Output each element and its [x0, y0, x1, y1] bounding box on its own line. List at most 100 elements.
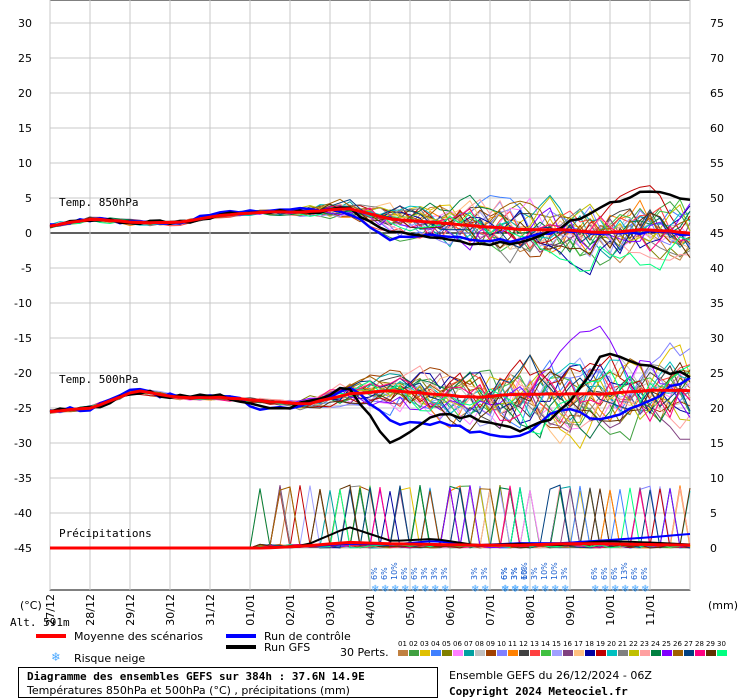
- left-axis-unit: (°C): [20, 599, 42, 612]
- pert-number-label: 30: [717, 640, 726, 648]
- pert-color-swatch: [717, 650, 727, 656]
- left-tick-label: 25: [18, 52, 32, 65]
- pert-number-label: 15: [552, 640, 561, 648]
- pert-number-label: 18: [585, 640, 594, 648]
- snow-percent: 6%: [500, 567, 509, 580]
- snowflake-icon: ❄: [521, 584, 529, 595]
- mean-legend-swatch: [36, 634, 66, 638]
- pert-number-label: 09: [486, 640, 495, 648]
- pert-number-label: 05: [442, 640, 451, 648]
- pert-number-label: 10: [497, 640, 506, 648]
- snow-percent: 3%: [510, 567, 519, 580]
- pert-number-label: 28: [695, 640, 704, 648]
- pert-number-label: 11: [508, 640, 517, 648]
- snowflake-icon: ❄: [401, 584, 409, 595]
- series-line-t850: [49, 190, 691, 247]
- footer-title: Diagramme des ensembles GEFS sur 384h : …: [27, 670, 365, 683]
- pert-color-swatch: [519, 650, 529, 656]
- t850-label: Temp. 850hPa: [59, 196, 138, 209]
- snow-percent: 6%: [370, 567, 379, 580]
- snowflake-icon: ❄: [541, 584, 549, 595]
- snowflake-icon: ❄: [561, 584, 569, 595]
- mean-legend-label: Moyenne des scénarios: [74, 630, 203, 643]
- snow-percent: 10%: [520, 562, 529, 580]
- snow-percent: 6%: [610, 567, 619, 580]
- perts-label: 30 Perts.: [340, 646, 389, 659]
- pert-number-label: 17: [574, 640, 583, 648]
- snow-percent: 3%: [480, 567, 489, 580]
- snow-percent: 6%: [410, 567, 419, 580]
- right-axis-unit: (mm): [708, 599, 738, 612]
- pert-number-label: 14: [541, 640, 550, 648]
- snowflake-icon: ❄: [52, 650, 60, 665]
- left-tick-label: -45: [14, 542, 32, 555]
- pert-number-label: 19: [596, 640, 605, 648]
- pert-number-label: 23: [640, 640, 649, 648]
- pert-color-swatch: [596, 650, 606, 656]
- pert-color-swatch: [464, 650, 474, 656]
- snow-percent: 6%: [600, 567, 609, 580]
- snowflake-icon: ❄: [481, 584, 489, 595]
- pert-number-label: 07: [464, 640, 473, 648]
- snowflake-icon: ❄: [501, 584, 509, 595]
- pert-number-label: 24: [651, 640, 660, 648]
- left-tick-label: 20: [18, 87, 32, 100]
- pert-color-swatch: [563, 650, 573, 656]
- pert-number-label: 29: [706, 640, 715, 648]
- snowflake-icon: ❄: [631, 584, 639, 595]
- pert-number-label: 20: [607, 640, 616, 648]
- snow-percent: 3%: [510, 567, 519, 580]
- x-date-label: 29/12: [124, 594, 137, 626]
- pert-number-label: 06: [453, 640, 462, 648]
- footer-subtitle: Températures 850hPa et 500hPa (°C) , pré…: [27, 684, 350, 697]
- pert-color-swatch: [530, 650, 540, 656]
- snowflake-icon: ❄: [521, 584, 529, 595]
- snowflake-icon: ❄: [391, 584, 399, 595]
- pert-number-label: 04: [431, 640, 440, 648]
- left-tick-label: -40: [14, 507, 32, 520]
- series-line-t850: [49, 207, 691, 235]
- x-date-label: 30/12: [164, 594, 177, 626]
- snowflake-icon: ❄: [411, 584, 419, 595]
- run-info: Ensemble GEFS du 26/12/2024 - 06Z: [449, 669, 652, 682]
- pert-number-label: 21: [618, 640, 627, 648]
- right-tick-label: 20: [710, 402, 724, 415]
- snow-percent: 3%: [440, 567, 449, 580]
- snow-percent: 3%: [530, 567, 539, 580]
- right-tick-label: 65: [710, 87, 724, 100]
- pert-color-swatch: [475, 650, 485, 656]
- x-date-label: 27/12: [44, 594, 57, 626]
- pert-color-swatch: [651, 650, 661, 656]
- right-tick-label: 35: [710, 297, 724, 310]
- snowflake-icon: ❄: [511, 584, 519, 595]
- right-tick-label: 70: [710, 52, 724, 65]
- x-date-label: 01/01: [244, 594, 257, 626]
- gfs-legend-swatch: [226, 645, 256, 649]
- pert-color-swatch: [398, 650, 408, 656]
- right-tick-label: 50: [710, 192, 724, 205]
- snowflake-icon: ❄: [591, 584, 599, 595]
- series-line-precip: [50, 540, 691, 550]
- altitude-label: Alt. 591m: [10, 616, 70, 629]
- pert-color-swatch: [486, 650, 496, 656]
- control-legend-label: Run de contrôle: [264, 630, 351, 643]
- left-tick-label: -10: [14, 297, 32, 310]
- control-legend-swatch: [226, 634, 256, 638]
- left-tick-label: -5: [21, 262, 32, 275]
- right-tick-label: 15: [710, 437, 724, 450]
- pert-color-swatch: [409, 650, 419, 656]
- pert-number-label: 25: [662, 640, 671, 648]
- snowflake-icon: ❄: [601, 584, 609, 595]
- pert-number-label: 13: [530, 640, 539, 648]
- pert-color-swatch: [684, 650, 694, 656]
- left-tick-label: -35: [14, 472, 32, 485]
- x-date-label: 02/01: [284, 594, 297, 626]
- right-tick-label: 60: [710, 122, 724, 135]
- left-tick-label: 30: [18, 17, 32, 30]
- series-line-t500: [49, 388, 691, 413]
- pert-number-label: 22: [629, 640, 638, 648]
- snow-percent: 10%: [390, 562, 399, 580]
- right-tick-label: 75: [710, 17, 724, 30]
- x-date-label: 28/12: [84, 594, 97, 626]
- pert-color-swatch: [420, 650, 430, 656]
